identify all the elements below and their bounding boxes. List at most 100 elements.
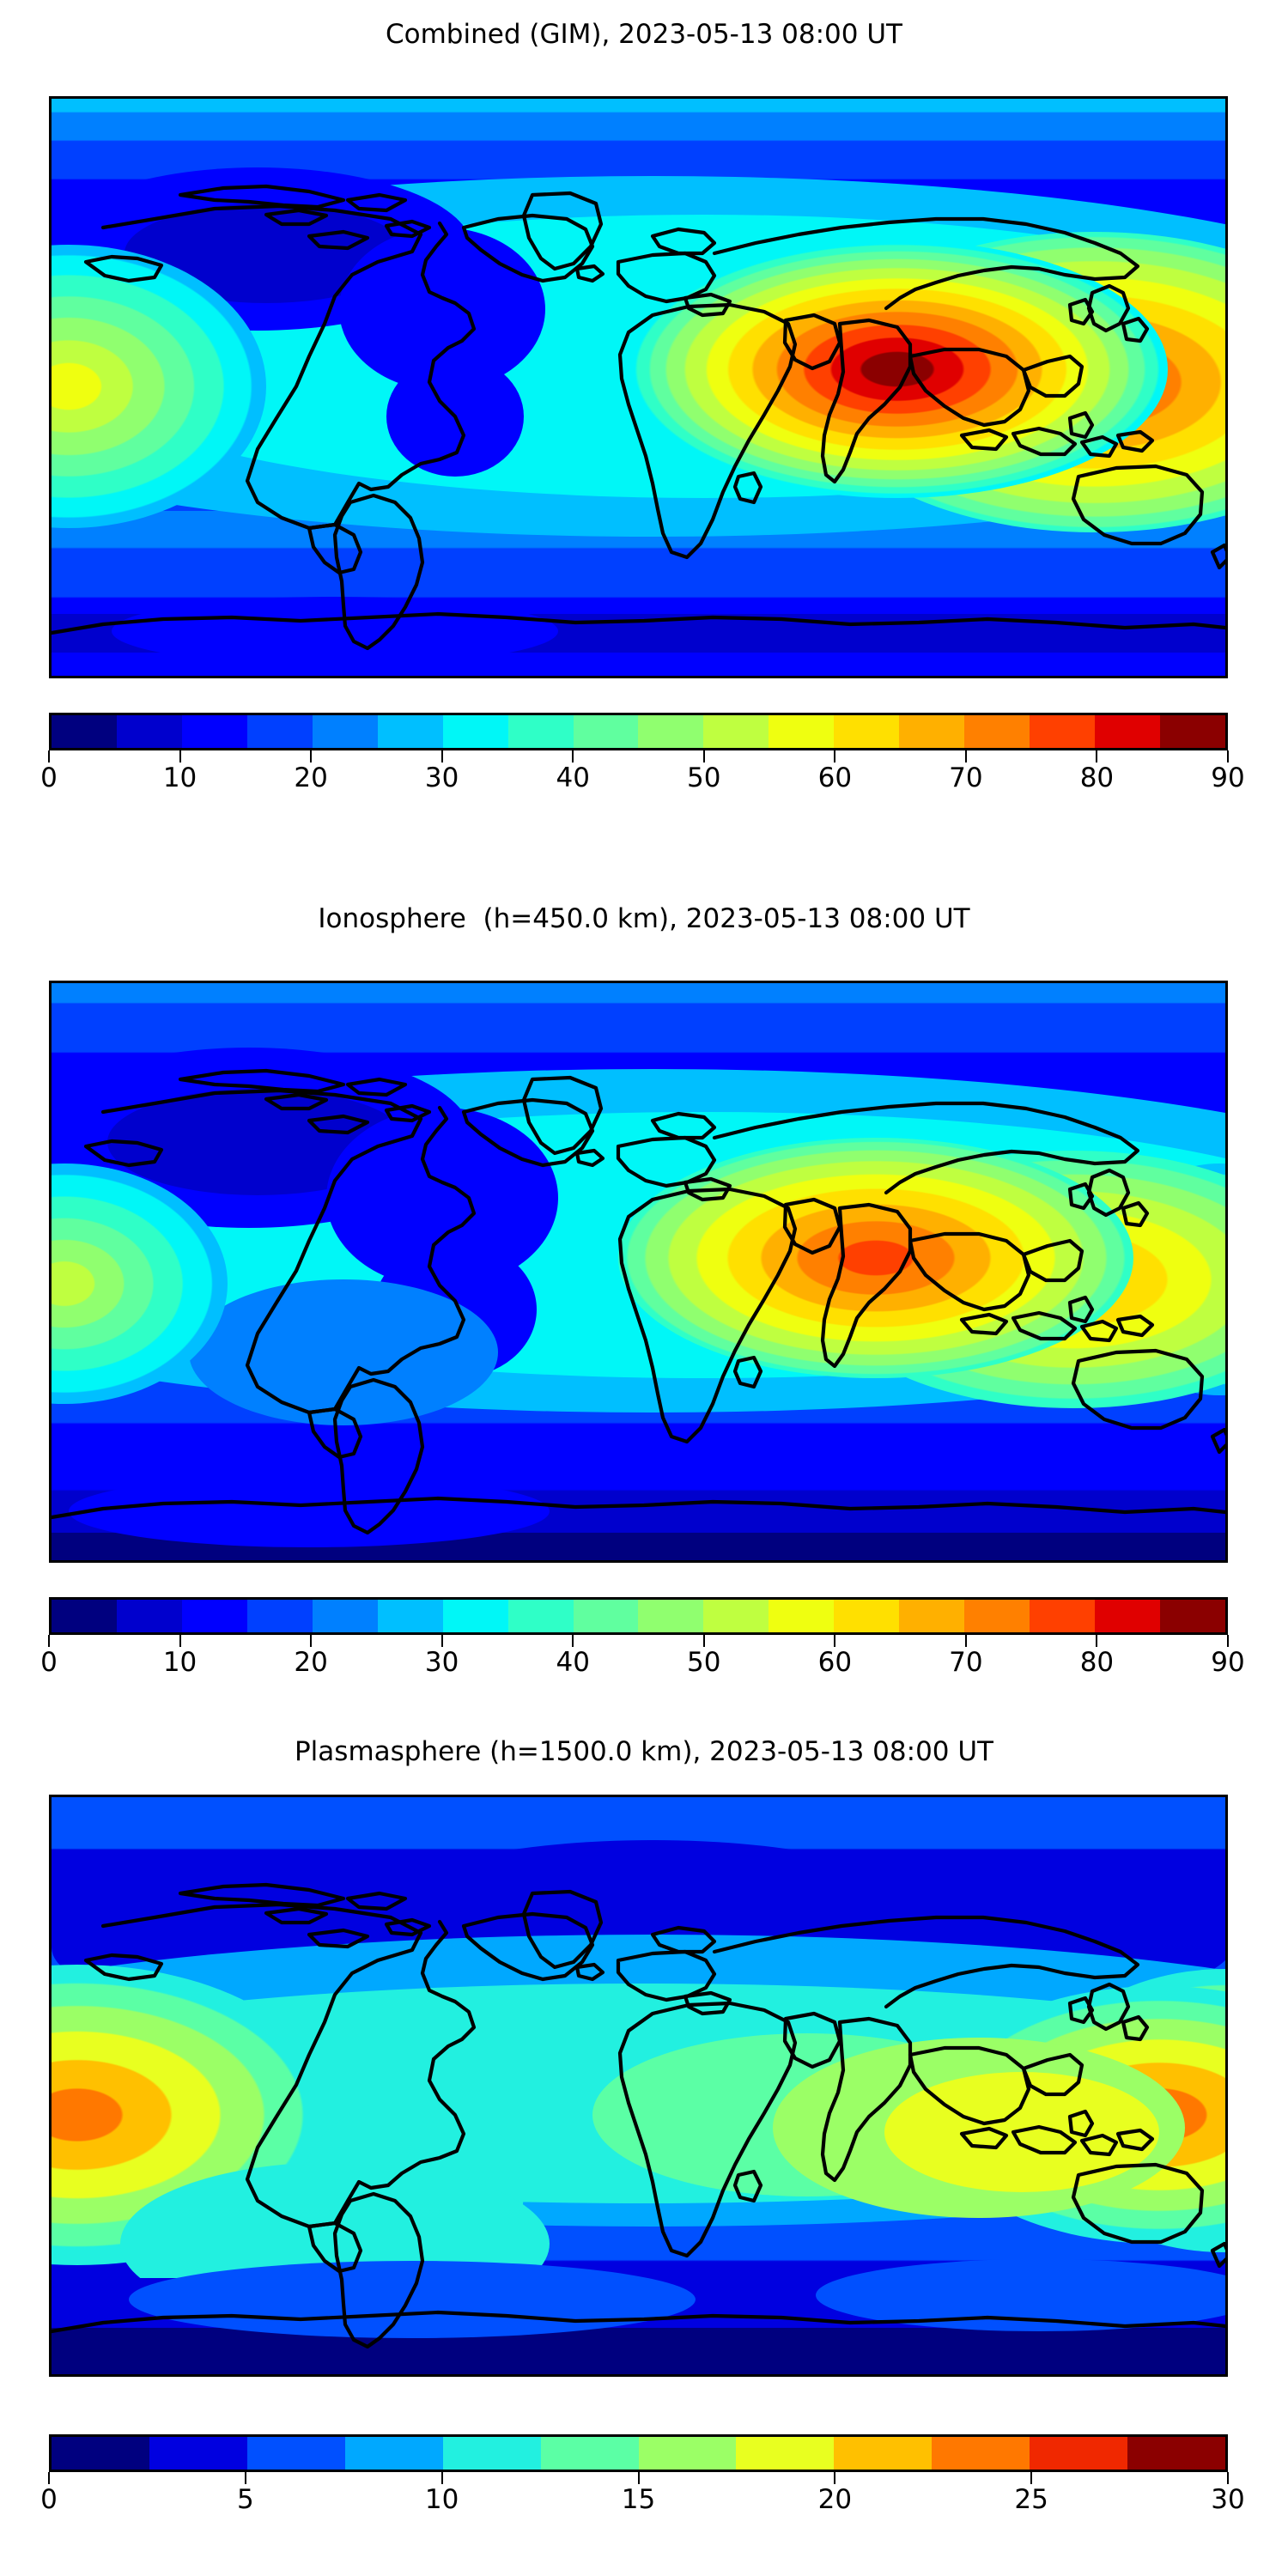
colorbar-band xyxy=(834,2437,933,2470)
colorbar-band xyxy=(246,1600,313,1632)
colorbar-tick-label: 40 xyxy=(556,762,590,793)
colorbar-tick xyxy=(1096,1635,1098,1647)
colorbar-band xyxy=(736,2437,835,2470)
colorbar-band xyxy=(834,715,900,748)
colorbar-tick xyxy=(1030,2472,1033,2484)
colorbar-band xyxy=(377,715,443,748)
colorbar-band xyxy=(1095,1600,1160,1632)
colorbar-tick-label: 80 xyxy=(1079,762,1115,793)
colorbar-band xyxy=(1095,715,1160,748)
colorbar-labels-1: 0 10 20 30 40 50 60 70 80 90 xyxy=(40,762,1245,800)
colorbar-tick xyxy=(1227,750,1229,762)
colorbar-tick xyxy=(1227,1635,1229,1647)
colorbar-band xyxy=(932,2437,1030,2470)
colorbar-tick-label: 50 xyxy=(687,762,721,793)
panel-combined-gim: Combined (GIM), 2023-05-13 08:00 UT xyxy=(0,0,1288,859)
colorbar-gradient-3 xyxy=(49,2434,1228,2472)
colorbar-combined-gim: 0 10 20 30 40 50 60 70 80 90 xyxy=(40,713,1245,800)
colorbar-ticks-2 xyxy=(48,1635,1229,1647)
colorbar-band xyxy=(1030,1600,1095,1632)
colorbar-tick-label: 50 xyxy=(687,1647,721,1678)
colorbar-tick-label: 30 xyxy=(1211,2484,1245,2515)
colorbar-tick xyxy=(440,750,443,762)
colorbar-gradient-2 xyxy=(49,1597,1228,1635)
colorbar-band xyxy=(1159,1600,1225,1632)
colorbar-plasmasphere: 0 5 10 15 20 25 30 xyxy=(40,2434,1245,2522)
colorbar-tick xyxy=(834,750,836,762)
map-combined-gim xyxy=(49,96,1228,678)
colorbar-tick xyxy=(310,1635,313,1647)
colorbar-tick xyxy=(1227,2472,1229,2484)
colorbar-band xyxy=(638,1600,704,1632)
colorbar-band xyxy=(116,1600,182,1632)
colorbar-tick-label: 10 xyxy=(162,1647,197,1678)
colorbar-tick xyxy=(440,1635,443,1647)
colorbar-band xyxy=(181,715,247,748)
colorbar-band xyxy=(312,1600,378,1632)
colorbar-band xyxy=(703,1600,769,1632)
colorbar-tick-label: 20 xyxy=(817,2484,853,2515)
colorbar-tick xyxy=(834,1635,836,1647)
colorbar-tick xyxy=(1096,750,1098,762)
colorbar-tick-label: 0 xyxy=(40,762,58,793)
colorbar-band xyxy=(442,2437,541,2470)
colorbar-band xyxy=(1127,2437,1226,2470)
colorbar-tick xyxy=(48,750,50,762)
colorbar-tick-label: 10 xyxy=(162,762,197,793)
panel-title-combined-gim: Combined (GIM), 2023-05-13 08:00 UT xyxy=(386,19,902,50)
colorbar-band xyxy=(899,1600,965,1632)
colorbar-tick-label: 30 xyxy=(424,1647,459,1678)
colorbar-ionosphere: 0 10 20 30 40 50 60 70 80 90 xyxy=(40,1597,1245,1685)
colorbar-tick-label: 70 xyxy=(949,762,983,793)
colorbar-band xyxy=(149,2437,247,2470)
colorbar-band xyxy=(769,715,835,748)
colorbar-band xyxy=(834,1600,900,1632)
panel-ionosphere: Ionosphere (h=450.0 km), 2023-05-13 08:0… xyxy=(0,884,1288,1743)
colorbar-ticks-3 xyxy=(48,2472,1229,2484)
colorbar-tick-label: 40 xyxy=(556,1647,590,1678)
colorbar-band xyxy=(964,715,1030,748)
colorbar-tick-label: 10 xyxy=(424,2484,459,2515)
colorbar-tick xyxy=(702,1635,705,1647)
colorbar-band xyxy=(573,715,639,748)
colorbar-labels-3: 0 5 10 15 20 25 30 xyxy=(40,2484,1245,2522)
colorbar-tick xyxy=(48,2472,50,2484)
colorbar-tick-label: 70 xyxy=(949,1647,983,1678)
colorbar-tick xyxy=(310,750,313,762)
colorbar-band xyxy=(246,2437,345,2470)
colorbar-tick xyxy=(244,2472,246,2484)
colorbar-tick-label: 15 xyxy=(621,2484,656,2515)
colorbar-tick-label: 90 xyxy=(1211,762,1245,793)
colorbar-tick xyxy=(964,1635,967,1647)
colorbar-tick-label: 80 xyxy=(1079,1647,1115,1678)
colorbar-tick-label: 20 xyxy=(294,1647,328,1678)
colorbar-band xyxy=(246,715,313,748)
colorbar-tick xyxy=(179,750,181,762)
colorbar-tick xyxy=(964,750,967,762)
colorbar-band xyxy=(1030,715,1095,748)
colorbar-ticks-1 xyxy=(48,750,1229,762)
colorbar-band xyxy=(344,2437,443,2470)
colorbar-band xyxy=(377,1600,443,1632)
colorbar-tick xyxy=(440,2472,443,2484)
colorbar-tick xyxy=(572,1635,574,1647)
colorbar-gradient-1 xyxy=(49,713,1228,750)
colorbar-band xyxy=(573,1600,639,1632)
colorbar-tick xyxy=(637,2472,640,2484)
colorbar-band xyxy=(899,715,965,748)
colorbar-tick xyxy=(702,750,705,762)
colorbar-tick xyxy=(48,1635,50,1647)
colorbar-band xyxy=(442,1600,508,1632)
colorbar-tick xyxy=(179,1635,181,1647)
colorbar-band xyxy=(507,715,574,748)
colorbar-tick-label: 30 xyxy=(424,762,459,793)
colorbar-band xyxy=(181,1600,247,1632)
colorbar-band xyxy=(52,2437,149,2470)
panel-title-ionosphere: Ionosphere (h=450.0 km), 2023-05-13 08:0… xyxy=(318,903,970,934)
colorbar-tick-label: 0 xyxy=(40,2484,58,2515)
colorbar-band xyxy=(442,715,508,748)
colorbar-tick-label: 0 xyxy=(40,1647,58,1678)
colorbar-band xyxy=(638,2437,737,2470)
colorbar-tick-label: 20 xyxy=(294,762,328,793)
